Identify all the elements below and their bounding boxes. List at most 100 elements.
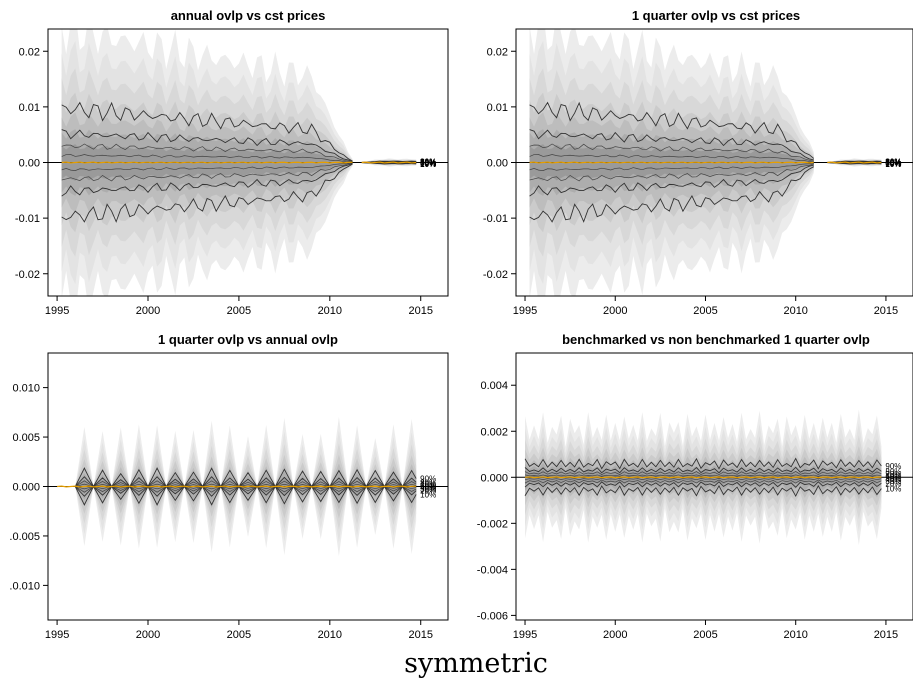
quantile-label: 90% [420,157,436,166]
x-tick-label: 1995 [513,305,537,317]
y-tick-label: 0.02 [19,46,40,58]
y-tick-label: 0.02 [487,46,508,58]
quantile-label: 70% [885,470,901,479]
quantile-line-90pct [827,160,882,163]
y-tick-label: 0.00 [19,158,40,170]
median-line [529,161,882,164]
quantile-labels: 90%80%70%60%50%40%30%20%10% [885,462,901,494]
quantile-label: 80% [885,158,901,167]
y-tick-label: 0.00 [487,158,508,170]
quantile-label: 50% [885,159,901,168]
y-tick-label: .0.010 [9,580,40,592]
quantile-line-30pct [57,486,417,493]
quantile-label: 70% [420,480,436,489]
quantile-line-30pct [61,162,353,182]
y-tick-label: 0.010 [12,383,40,395]
y-tick-label: -0.006 [477,610,508,622]
panel-title: 1 quarter ovlp vs annual ovlp [158,332,338,347]
x-tick-label: 2000 [136,629,160,641]
quantile-label: 60% [420,481,436,490]
quantile-label: 90% [885,462,901,471]
quantile-line-80pct [57,476,417,488]
x-tick-label: 2005 [227,305,251,317]
quantile-line-10pct [524,484,882,498]
quantile-line-70pct [524,471,882,476]
quantile-label: 70% [420,158,436,167]
quantile-label: 20% [885,159,901,168]
x-tick-label: 1995 [45,305,69,317]
quantile-label: 40% [885,475,901,484]
x-tick-label: 2005 [227,629,251,641]
quantile-label: 40% [885,159,901,168]
y-tick-label: 0.004 [480,380,508,392]
quantile-line-20pct [529,164,814,197]
x-tick-label: 2005 [693,629,717,641]
panel-title: benchmarked vs non benchmarked 1 quarter… [562,332,870,347]
x-axis: 1995 2000 2005 2010 2015 [513,296,898,317]
quantile-lines [61,101,417,223]
median-line [61,161,417,164]
quantile-label: 60% [885,472,901,481]
quantile-line-60pct [529,154,814,163]
y-tick-label: -0.01 [483,213,508,225]
quantile-line-40pct [524,478,882,481]
quantile-label: 70% [885,158,901,167]
x-axis: 1995 2000 2005 2010 2015 [513,620,898,641]
quantile-label: 40% [420,159,436,168]
median-line-segment [827,161,882,164]
x-tick-label: 2015 [874,629,898,641]
x-tick-label: 2010 [783,629,807,641]
quantile-label: 10% [885,485,901,494]
quantile-label: 50% [885,473,901,482]
quantile-label: 30% [420,159,436,168]
y-tick-label: 0.01 [487,102,508,114]
quantile-labels: 90%80%70%60%50%40%30%20%10% [885,157,901,169]
median-line-segment [529,161,814,164]
x-tick-label: 2010 [783,305,807,317]
quantile-line-70pct [529,143,814,162]
x-tick-label: 2000 [136,305,160,317]
panel-annual-ovlp-vs-cst-prices: annual ovlp vs cst prices 90%80%70%60%50… [15,8,449,317]
quantile-label: 30% [885,477,901,486]
figure-caption: symmetric [404,648,548,679]
quantile-label: 20% [885,479,901,488]
quantile-line-60pct [61,154,353,163]
panel-1-quarter-ovlp-vs-cst-prices: 1 quarter ovlp vs cst prices 90%80%70%60… [483,8,913,317]
x-tick-label: 2015 [874,305,898,317]
quantile-line-90pct [61,101,353,162]
quantile-line-30pct [529,163,814,182]
median-line-segment [57,485,417,488]
y-tick-label: 0.000 [12,482,40,494]
panel-1-quarter-ovlp-vs-annual-ovlp: 1 quarter ovlp vs annual ovlp 90%80%70%6… [9,332,449,641]
quantile-line-60pct [524,474,882,477]
median-line [57,485,417,488]
quantile-lines [529,101,882,223]
quantile-line-10pct [61,163,353,223]
x-axis: 1995 2000 2005 2010 2015 [45,296,433,317]
quantile-label: 80% [420,158,436,167]
panel-benchmarked-vs-non-benchmarked: benchmarked vs non benchmarked 1 quarter… [477,332,913,641]
quantile-label: 30% [885,159,901,168]
quantile-label: 80% [885,467,901,476]
median-line-segment [524,476,882,479]
y-tick-label: -0.02 [483,269,508,281]
y-tick-label: -0.002 [477,518,508,530]
panel-title: annual ovlp vs cst prices [171,8,326,23]
quantile-line-90pct [57,467,417,488]
plot-frame [515,352,913,621]
median-line-segment [61,161,353,164]
quantile-label: 60% [420,158,436,167]
x-tick-label: 1995 [513,629,537,641]
quantile-label: 60% [885,158,901,167]
quantile-label: 90% [885,157,901,166]
quantile-line-20pct [524,481,882,488]
y-tick-label: 0.000 [480,472,508,484]
quantile-line-90pct [361,160,417,163]
quantile-line-10pct [529,166,814,223]
x-tick-label: 1995 [45,629,69,641]
y-tick-label: 0.005 [12,432,40,444]
quantile-line-80pct [529,129,814,161]
quantile-lines [524,457,882,498]
x-tick-label: 2015 [408,629,432,641]
